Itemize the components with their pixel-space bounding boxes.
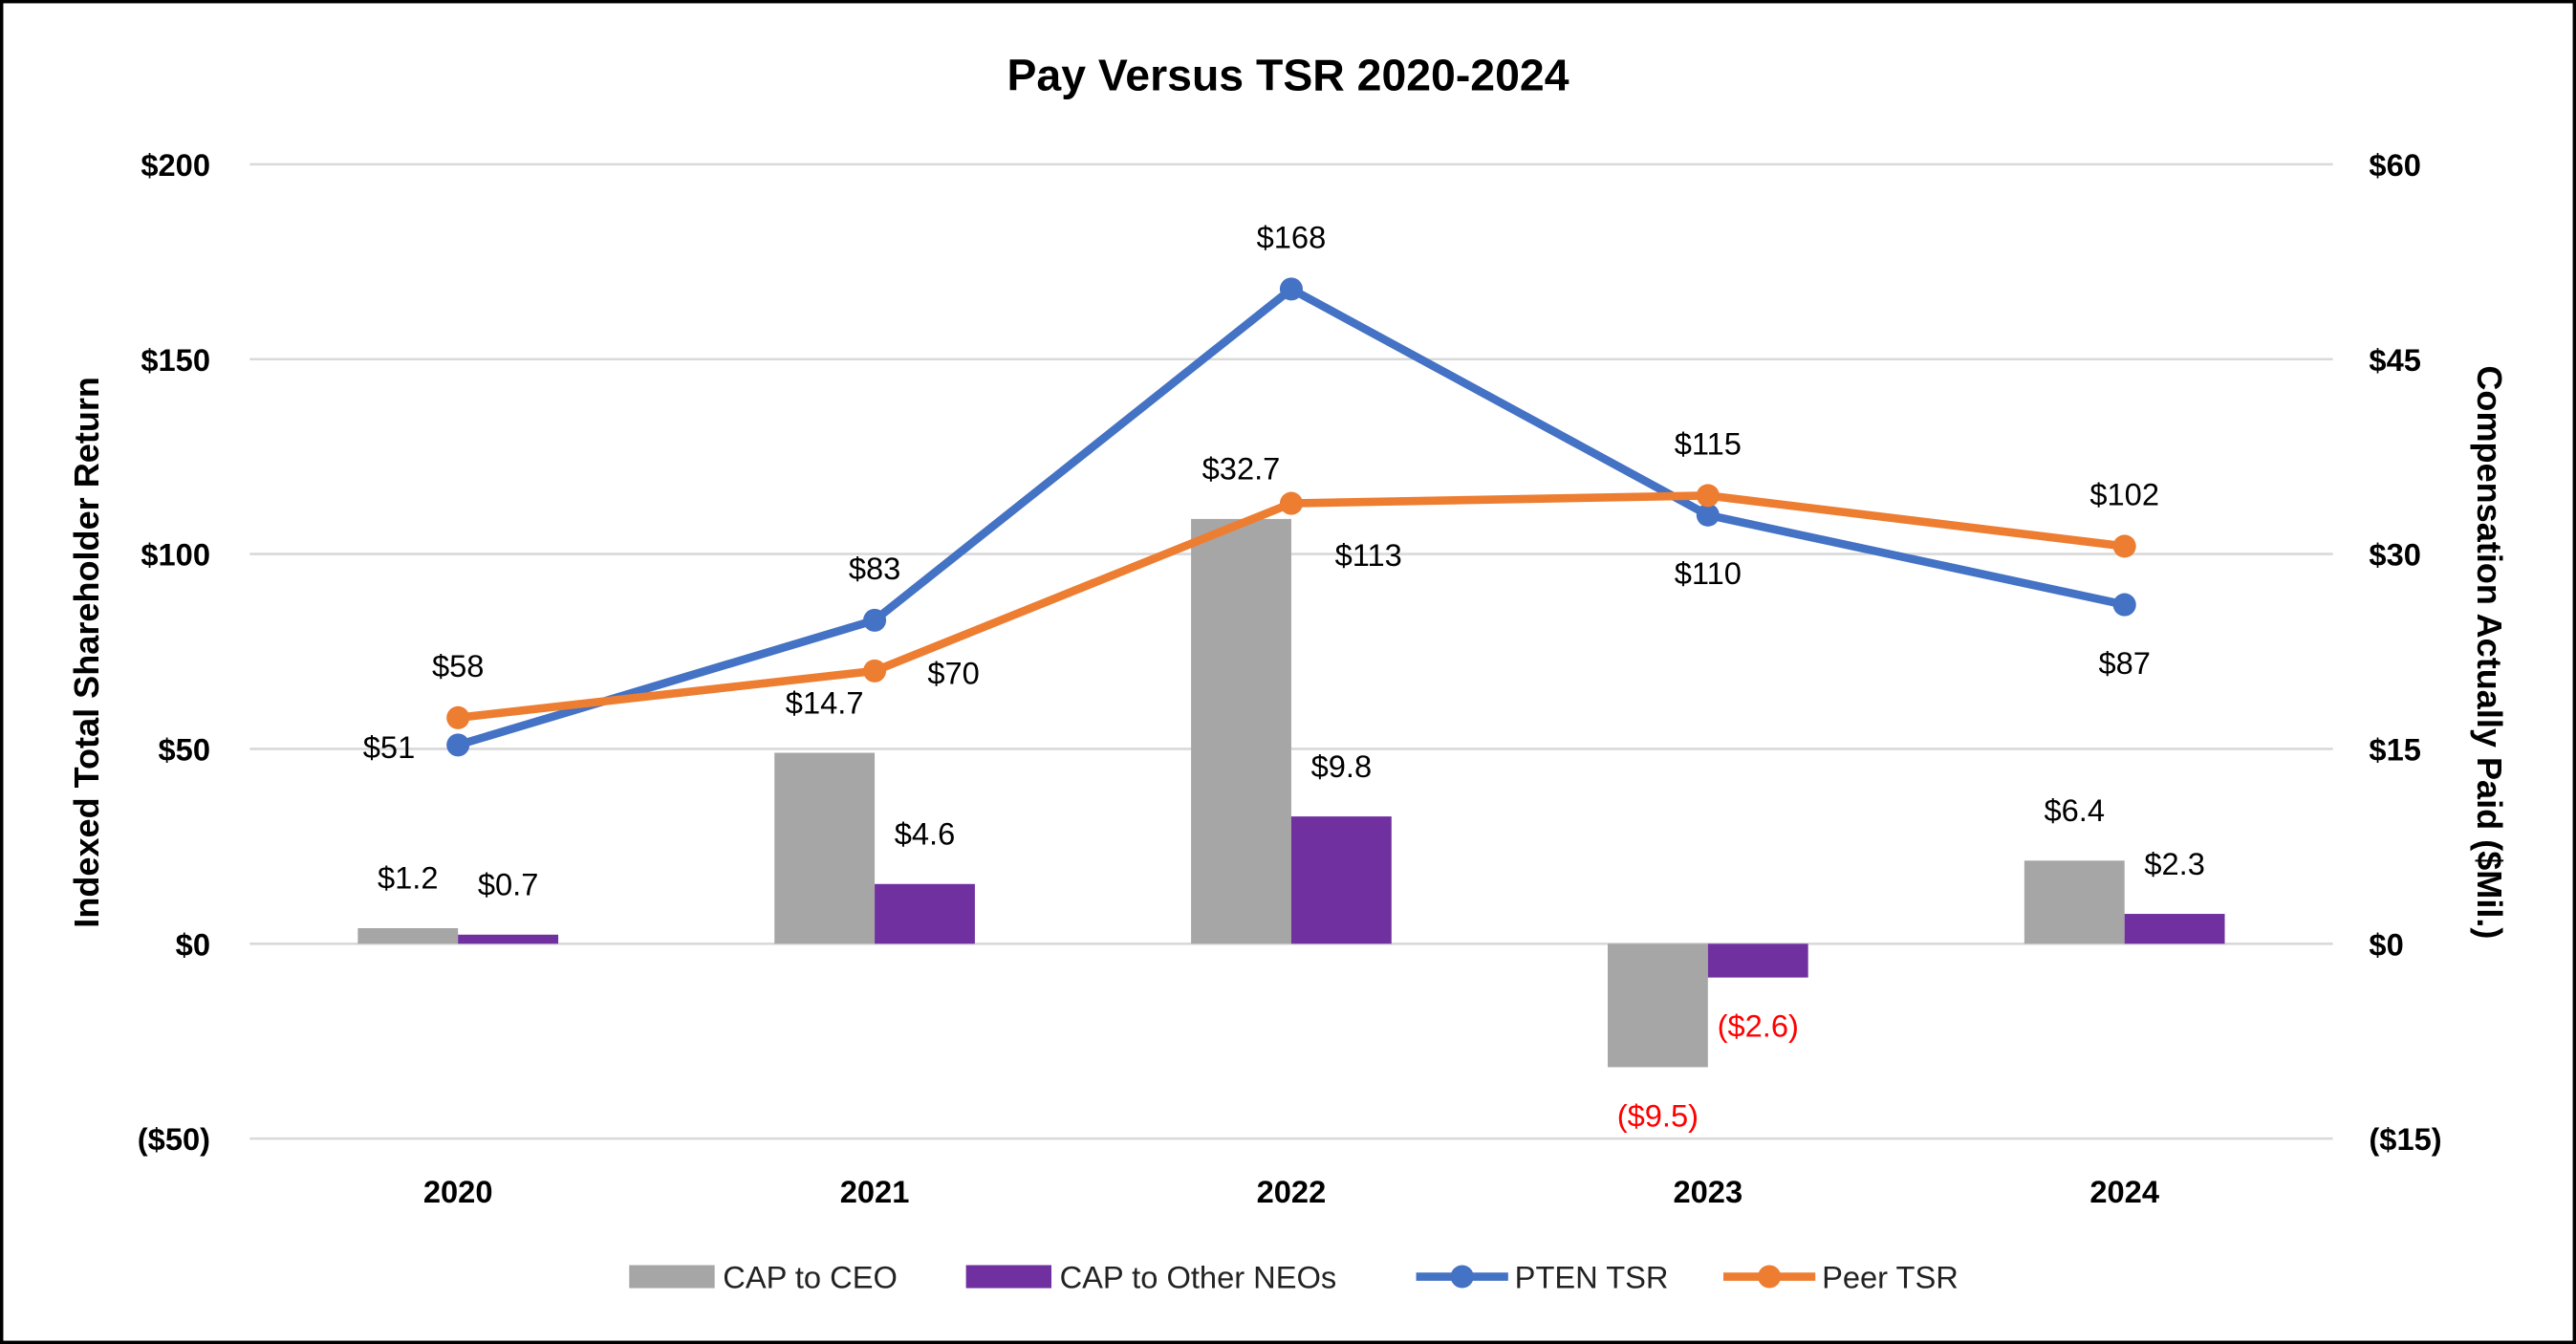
bar-cap-to-other-neos bbox=[1707, 943, 1808, 978]
left-tick-label: $50 bbox=[159, 731, 210, 767]
bar-data-label: $14.7 bbox=[786, 684, 864, 720]
left-tick-label: $0 bbox=[176, 926, 210, 962]
bar-cap-to-ceo bbox=[774, 752, 876, 944]
line-point bbox=[1696, 503, 1720, 527]
line-data-label: $83 bbox=[849, 551, 900, 586]
x-tick-label: 2024 bbox=[2089, 1174, 2159, 1209]
line-data-label: $115 bbox=[1675, 425, 1742, 461]
bar-data-label: $4.6 bbox=[895, 816, 956, 852]
line-point bbox=[1279, 491, 1303, 515]
bar-data-label: $1.2 bbox=[378, 860, 439, 896]
legend-marker bbox=[1758, 1265, 1782, 1289]
line-point bbox=[863, 608, 887, 632]
bar-data-label: ($2.6) bbox=[1718, 1008, 1799, 1044]
legend-swatch bbox=[965, 1265, 1051, 1289]
line-point bbox=[446, 733, 470, 757]
line-data-label: $51 bbox=[363, 729, 415, 765]
legend-label: PTEN TSR bbox=[1515, 1260, 1669, 1295]
x-tick-label: 2021 bbox=[840, 1174, 910, 1209]
right-tick-label: $60 bbox=[2369, 147, 2420, 183]
line-data-label: $113 bbox=[1335, 537, 1402, 573]
line-point bbox=[446, 705, 470, 729]
chart-title: Pay Versus TSR 2020-2024 bbox=[1007, 51, 1569, 100]
bar-data-label: $2.3 bbox=[2144, 846, 2205, 881]
line-data-label: $87 bbox=[2098, 645, 2150, 681]
line-point bbox=[2112, 534, 2136, 558]
legend-label: Peer TSR bbox=[1822, 1260, 1959, 1295]
line-point bbox=[1696, 484, 1720, 508]
right-tick-label: $30 bbox=[2369, 537, 2420, 573]
bar-data-label: $6.4 bbox=[2045, 792, 2106, 828]
bar-cap-to-ceo bbox=[1607, 943, 1708, 1068]
bar-cap-to-ceo bbox=[2024, 860, 2125, 944]
bar-cap-to-ceo bbox=[357, 927, 459, 944]
line-data-label: $70 bbox=[927, 656, 979, 691]
bar-data-label: $9.8 bbox=[1311, 748, 1373, 784]
line-point bbox=[2112, 593, 2136, 617]
right-tick-label: $15 bbox=[2369, 731, 2420, 767]
legend-label: CAP to CEO bbox=[723, 1260, 898, 1295]
bar-data-label: ($9.5) bbox=[1617, 1097, 1699, 1133]
line-data-label: $58 bbox=[432, 648, 484, 683]
right-tick-label: $45 bbox=[2369, 342, 2420, 378]
x-tick-label: 2020 bbox=[423, 1174, 493, 1209]
right-tick-label: ($15) bbox=[2369, 1121, 2441, 1157]
left-tick-label: $100 bbox=[141, 537, 210, 573]
line-data-label: $102 bbox=[2089, 476, 2159, 511]
legend-marker bbox=[1450, 1265, 1474, 1289]
bar-data-label: $32.7 bbox=[1202, 451, 1281, 487]
x-tick-label: 2023 bbox=[1674, 1174, 1743, 1209]
left-tick-label: $200 bbox=[141, 147, 210, 183]
legend-label: CAP to Other NEOs bbox=[1060, 1260, 1337, 1295]
right-tick-label: $0 bbox=[2369, 926, 2403, 962]
bar-cap-to-other-neos bbox=[875, 883, 975, 944]
bar-data-label: $0.7 bbox=[478, 867, 539, 902]
left-axis-title: Indexed Total Shareholder Return bbox=[67, 377, 106, 928]
bar-cap-to-other-neos bbox=[2124, 914, 2225, 944]
left-tick-label: ($50) bbox=[138, 1121, 210, 1157]
line-data-label: $110 bbox=[1675, 555, 1742, 591]
legend: CAP to CEO CAP to Other NEOs PTEN TSR Peer … bbox=[629, 1260, 1959, 1295]
line-point bbox=[863, 659, 887, 683]
left-tick-label: $150 bbox=[141, 342, 210, 378]
right-axis-title: Compensation Actually Paid ($Mil.) bbox=[2470, 365, 2509, 939]
bar-cap-to-ceo bbox=[1191, 518, 1291, 944]
bar-cap-to-other-neos bbox=[1290, 816, 1392, 944]
bar-cap-to-other-neos bbox=[458, 934, 559, 944]
line-point bbox=[1279, 277, 1303, 301]
legend-swatch bbox=[629, 1265, 715, 1289]
line-data-label: $168 bbox=[1257, 219, 1327, 254]
x-tick-label: 2022 bbox=[1257, 1174, 1327, 1209]
